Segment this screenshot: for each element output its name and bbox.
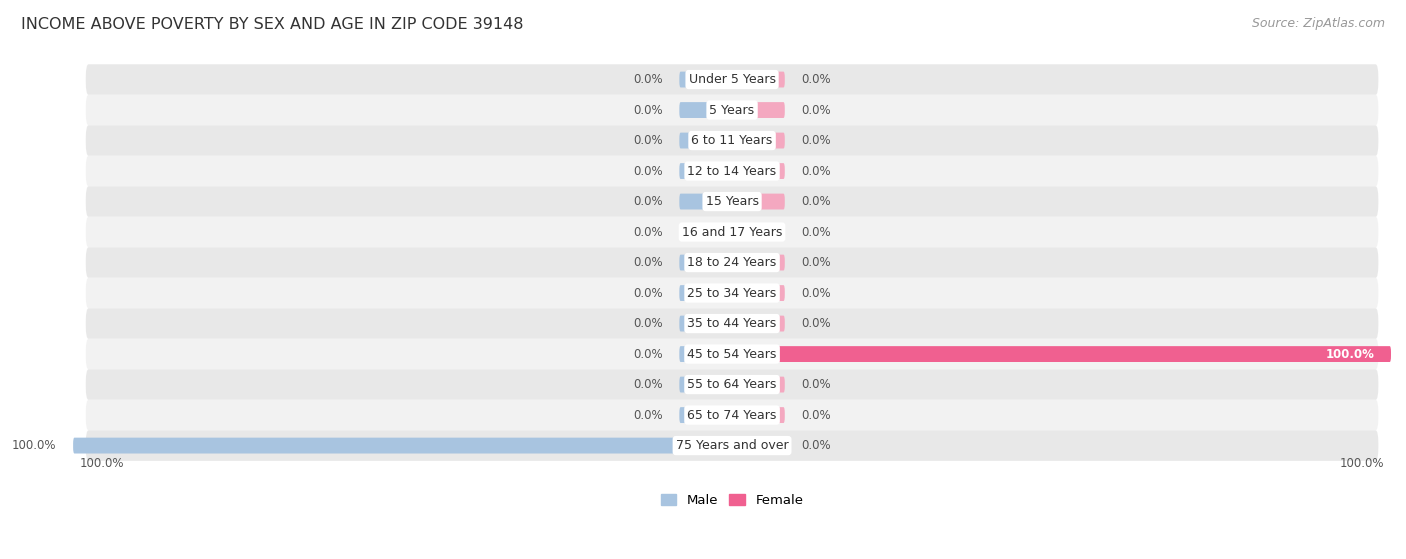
Text: 100.0%: 100.0% xyxy=(13,439,56,452)
FancyBboxPatch shape xyxy=(733,102,785,118)
Text: 0.0%: 0.0% xyxy=(633,317,662,330)
Legend: Male, Female: Male, Female xyxy=(661,495,803,508)
FancyBboxPatch shape xyxy=(86,278,1378,309)
Text: 55 to 64 Years: 55 to 64 Years xyxy=(688,378,776,391)
Text: 25 to 34 Years: 25 to 34 Years xyxy=(688,287,776,300)
FancyBboxPatch shape xyxy=(679,72,733,87)
Text: 5 Years: 5 Years xyxy=(710,103,755,116)
FancyBboxPatch shape xyxy=(86,430,1378,461)
FancyBboxPatch shape xyxy=(679,285,733,301)
Text: Under 5 Years: Under 5 Years xyxy=(689,73,776,86)
Text: 35 to 44 Years: 35 to 44 Years xyxy=(688,317,776,330)
Text: INCOME ABOVE POVERTY BY SEX AND AGE IN ZIP CODE 39148: INCOME ABOVE POVERTY BY SEX AND AGE IN Z… xyxy=(21,17,523,32)
Text: 100.0%: 100.0% xyxy=(80,457,124,470)
FancyBboxPatch shape xyxy=(733,407,785,423)
FancyBboxPatch shape xyxy=(86,156,1378,186)
Text: 0.0%: 0.0% xyxy=(801,73,831,86)
Text: 0.0%: 0.0% xyxy=(633,226,662,239)
FancyBboxPatch shape xyxy=(733,438,785,453)
Text: 100.0%: 100.0% xyxy=(1340,457,1385,470)
FancyBboxPatch shape xyxy=(733,72,785,87)
Text: Source: ZipAtlas.com: Source: ZipAtlas.com xyxy=(1251,17,1385,30)
Text: 0.0%: 0.0% xyxy=(633,73,662,86)
FancyBboxPatch shape xyxy=(679,407,733,423)
Text: 0.0%: 0.0% xyxy=(633,256,662,269)
Text: 45 to 54 Years: 45 to 54 Years xyxy=(688,348,776,361)
FancyBboxPatch shape xyxy=(86,125,1378,156)
Text: 0.0%: 0.0% xyxy=(801,226,831,239)
Text: 0.0%: 0.0% xyxy=(801,256,831,269)
FancyBboxPatch shape xyxy=(733,224,785,240)
FancyBboxPatch shape xyxy=(679,163,733,179)
Text: 0.0%: 0.0% xyxy=(633,164,662,178)
FancyBboxPatch shape xyxy=(733,255,785,271)
FancyBboxPatch shape xyxy=(733,377,785,392)
Text: 0.0%: 0.0% xyxy=(633,195,662,208)
Text: 0.0%: 0.0% xyxy=(633,134,662,147)
Text: 0.0%: 0.0% xyxy=(801,439,831,452)
FancyBboxPatch shape xyxy=(679,102,733,118)
Text: 0.0%: 0.0% xyxy=(801,409,831,421)
FancyBboxPatch shape xyxy=(86,400,1378,430)
FancyBboxPatch shape xyxy=(679,132,733,149)
Text: 75 Years and over: 75 Years and over xyxy=(676,439,789,452)
FancyBboxPatch shape xyxy=(86,369,1378,400)
FancyBboxPatch shape xyxy=(86,217,1378,247)
Text: 100.0%: 100.0% xyxy=(1326,348,1375,361)
FancyBboxPatch shape xyxy=(679,377,733,392)
Text: 12 to 14 Years: 12 to 14 Years xyxy=(688,164,776,178)
FancyBboxPatch shape xyxy=(679,346,733,362)
FancyBboxPatch shape xyxy=(679,316,733,331)
FancyBboxPatch shape xyxy=(733,316,785,331)
FancyBboxPatch shape xyxy=(73,438,733,453)
FancyBboxPatch shape xyxy=(733,193,785,210)
Text: 0.0%: 0.0% xyxy=(801,103,831,116)
FancyBboxPatch shape xyxy=(679,224,733,240)
Text: 18 to 24 Years: 18 to 24 Years xyxy=(688,256,776,269)
Text: 0.0%: 0.0% xyxy=(801,195,831,208)
Text: 6 to 11 Years: 6 to 11 Years xyxy=(692,134,773,147)
FancyBboxPatch shape xyxy=(86,247,1378,278)
FancyBboxPatch shape xyxy=(733,132,785,149)
Text: 16 and 17 Years: 16 and 17 Years xyxy=(682,226,782,239)
FancyBboxPatch shape xyxy=(86,309,1378,339)
FancyBboxPatch shape xyxy=(86,64,1378,95)
Text: 0.0%: 0.0% xyxy=(633,409,662,421)
Text: 0.0%: 0.0% xyxy=(801,378,831,391)
Text: 0.0%: 0.0% xyxy=(633,103,662,116)
Text: 0.0%: 0.0% xyxy=(801,287,831,300)
Text: 65 to 74 Years: 65 to 74 Years xyxy=(688,409,776,421)
FancyBboxPatch shape xyxy=(86,339,1378,369)
FancyBboxPatch shape xyxy=(733,163,785,179)
FancyBboxPatch shape xyxy=(733,346,1391,362)
FancyBboxPatch shape xyxy=(86,95,1378,125)
Text: 0.0%: 0.0% xyxy=(633,287,662,300)
Text: 0.0%: 0.0% xyxy=(801,317,831,330)
FancyBboxPatch shape xyxy=(679,193,733,210)
Text: 15 Years: 15 Years xyxy=(706,195,759,208)
Text: 0.0%: 0.0% xyxy=(801,164,831,178)
Text: 0.0%: 0.0% xyxy=(633,378,662,391)
FancyBboxPatch shape xyxy=(733,285,785,301)
FancyBboxPatch shape xyxy=(679,255,733,271)
FancyBboxPatch shape xyxy=(86,186,1378,217)
Text: 0.0%: 0.0% xyxy=(801,134,831,147)
Text: 0.0%: 0.0% xyxy=(633,348,662,361)
